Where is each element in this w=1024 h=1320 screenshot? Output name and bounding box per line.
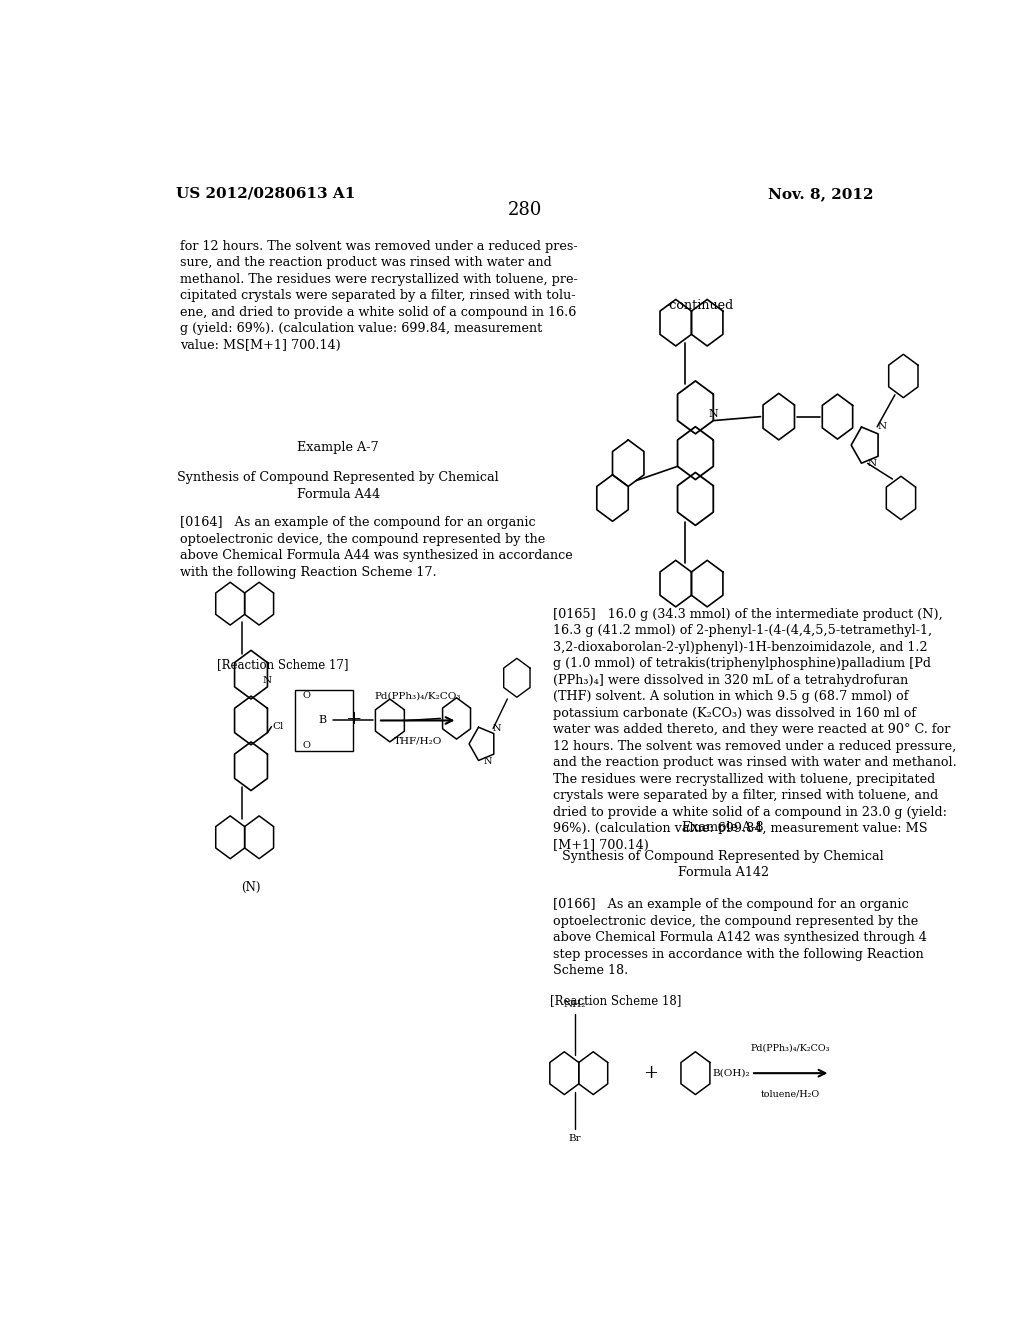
Text: -continued: -continued — [666, 298, 733, 312]
Text: N: N — [709, 409, 718, 418]
Text: 280: 280 — [508, 201, 542, 219]
Text: [Reaction Scheme 18]: [Reaction Scheme 18] — [550, 994, 682, 1007]
Text: US 2012/0280613 A1: US 2012/0280613 A1 — [176, 187, 355, 201]
Text: [0165]   16.0 g (34.3 mmol) of the intermediate product (N),
16.3 g (41.2 mmol) : [0165] 16.0 g (34.3 mmol) of the interme… — [553, 607, 956, 851]
Text: Br: Br — [568, 1134, 581, 1143]
Text: THF/H₂O: THF/H₂O — [393, 737, 441, 746]
Text: B(OH)₂: B(OH)₂ — [713, 1069, 751, 1077]
Text: NH₂: NH₂ — [563, 1001, 586, 1008]
Text: B: B — [318, 715, 327, 726]
Text: [Reaction Scheme 17]: [Reaction Scheme 17] — [217, 659, 348, 672]
Text: [0166]   As an example of the compound for an organic
optoelectronic device, the: [0166] As an example of the compound for… — [553, 899, 927, 977]
Text: Example A-7: Example A-7 — [298, 441, 379, 454]
Text: Example A-8: Example A-8 — [682, 821, 764, 834]
Text: N: N — [483, 756, 493, 766]
Text: +: + — [346, 710, 362, 729]
Text: for 12 hours. The solvent was removed under a reduced pres-
sure, and the reacti: for 12 hours. The solvent was removed un… — [179, 240, 578, 351]
Bar — [296, 690, 353, 751]
Text: Synthesis of Compound Represented by Chemical
Formula A44: Synthesis of Compound Represented by Che… — [177, 471, 499, 502]
Text: Nov. 8, 2012: Nov. 8, 2012 — [768, 187, 873, 201]
Text: O: O — [303, 690, 310, 700]
Text: N: N — [494, 725, 502, 733]
Text: toluene/H₂O: toluene/H₂O — [761, 1089, 820, 1098]
Text: N: N — [263, 676, 272, 685]
Text: Synthesis of Compound Represented by Chemical
Formula A142: Synthesis of Compound Represented by Che… — [562, 850, 884, 879]
Text: (N): (N) — [242, 880, 261, 894]
Text: Cl: Cl — [272, 722, 284, 731]
Text: Pd(PPh₃)₄/K₂CO₃: Pd(PPh₃)₄/K₂CO₃ — [751, 1044, 830, 1053]
Text: O: O — [303, 742, 310, 750]
Text: [0164]   As an example of the compound for an organic
optoelectronic device, the: [0164] As an example of the compound for… — [179, 516, 572, 578]
Text: +: + — [643, 1064, 657, 1082]
Text: Pd(PPh₃)₄/K₂CO₃: Pd(PPh₃)₄/K₂CO₃ — [375, 692, 461, 700]
Text: N: N — [867, 459, 877, 467]
Text: N: N — [878, 422, 887, 432]
